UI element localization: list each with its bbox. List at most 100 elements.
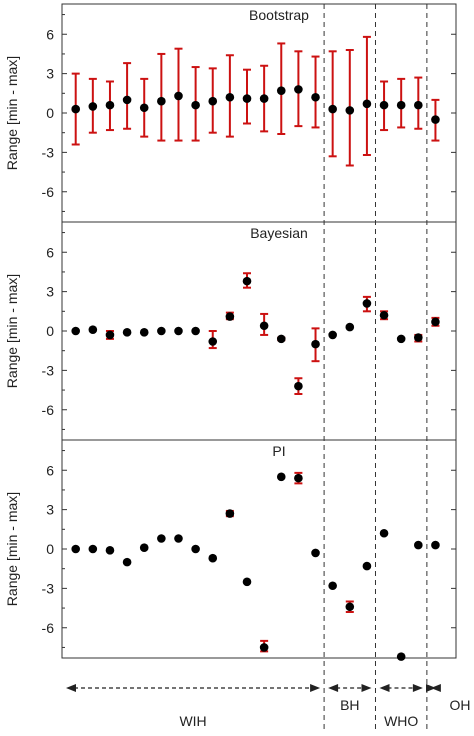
marker — [122, 557, 132, 567]
data-point — [242, 272, 252, 289]
group-label: WIH — [179, 713, 206, 729]
marker — [242, 94, 252, 103]
data-point — [362, 561, 372, 571]
data-point — [379, 310, 389, 321]
data-point — [294, 471, 303, 485]
data-point — [242, 68, 252, 125]
data-point — [191, 326, 200, 336]
data-point — [191, 66, 200, 142]
marker — [396, 652, 406, 661]
marker — [208, 337, 218, 346]
data-point — [396, 77, 406, 129]
marker — [345, 602, 355, 612]
data-point — [71, 72, 81, 146]
data-point — [414, 540, 423, 550]
marker — [139, 543, 149, 552]
panel-bayesian: -6 -3 0 3 6 Range [min - max] Bayesian — [4, 221, 457, 441]
data-point — [157, 52, 166, 142]
data-point — [276, 42, 286, 135]
data-point — [345, 49, 355, 167]
group-oh: OH — [426, 684, 471, 713]
y-tick-label: -6 — [42, 184, 55, 200]
data-point — [328, 50, 337, 158]
data-point — [362, 35, 372, 156]
y-tick-label: 6 — [46, 244, 54, 260]
group-dividers — [323, 4, 428, 731]
y-tick-label: 3 — [46, 502, 54, 518]
y-axis-label: Range [min - max] — [4, 492, 20, 606]
panel-title: Bayesian — [250, 225, 308, 241]
group-label: WHO — [384, 713, 418, 729]
group-who: WHO — [379, 684, 423, 729]
data-point — [294, 50, 303, 128]
marker — [191, 326, 200, 336]
y-axis-label: Range [min - max] — [4, 274, 20, 388]
marker — [362, 299, 372, 308]
marker — [328, 330, 337, 340]
marker — [259, 321, 269, 331]
data-point — [122, 62, 132, 130]
marker — [157, 534, 166, 543]
y-tick-label: 6 — [46, 26, 54, 42]
data-point — [208, 67, 218, 134]
data-point — [88, 544, 98, 554]
marker — [414, 100, 423, 110]
panel-title: PI — [272, 443, 285, 459]
data-point — [362, 295, 372, 313]
marker — [105, 330, 115, 340]
data-point — [225, 54, 235, 138]
y-tick-label: -6 — [42, 620, 55, 636]
marker — [71, 326, 81, 336]
marker — [259, 643, 269, 652]
panel-pi: -6 -3 0 3 6 Range [min - max] PI — [4, 439, 457, 661]
marker — [345, 106, 355, 115]
marker — [362, 561, 372, 571]
data-point — [414, 333, 423, 343]
marker — [242, 577, 252, 587]
y-tick-label: 0 — [46, 105, 54, 121]
y-tick-label: 6 — [46, 462, 54, 478]
data-point — [174, 534, 183, 543]
data-point — [431, 316, 440, 327]
data-point — [345, 600, 355, 613]
data-point — [414, 76, 423, 130]
group-annotations: WIH BH WHO OH — [66, 684, 471, 729]
data-point — [105, 546, 115, 555]
marker — [225, 509, 235, 518]
marker — [208, 96, 218, 106]
data-point — [139, 543, 149, 552]
marker — [276, 86, 286, 95]
marker — [345, 322, 355, 332]
data-point — [311, 55, 320, 129]
data-point — [71, 544, 81, 554]
marker — [294, 473, 303, 483]
data-point — [345, 322, 355, 332]
marker — [208, 553, 218, 563]
panel-bootstrap: -6 -3 0 3 6 Range [min - max] Bootstrap — [4, 3, 457, 223]
marker — [71, 544, 81, 554]
marker — [174, 91, 183, 101]
data-point — [157, 326, 166, 336]
arrow-head-right — [310, 684, 321, 692]
data-point — [139, 77, 149, 138]
marker — [71, 104, 81, 114]
marker — [311, 92, 320, 102]
data-point — [88, 77, 98, 134]
arrow-head-right — [426, 684, 436, 692]
y-tick-label: 3 — [46, 284, 54, 300]
y-tick-label: 0 — [46, 541, 54, 557]
group-label: OH — [450, 697, 471, 713]
marker — [174, 326, 183, 336]
marker — [431, 540, 440, 550]
data-point — [157, 534, 166, 543]
marker — [431, 317, 440, 327]
marker — [139, 328, 149, 337]
marker — [88, 544, 98, 554]
marker — [191, 544, 200, 554]
y-tick-label: -3 — [42, 144, 55, 160]
marker — [122, 328, 132, 337]
data-point — [328, 330, 337, 340]
data-point — [208, 553, 218, 563]
panel-frame — [61, 3, 457, 223]
